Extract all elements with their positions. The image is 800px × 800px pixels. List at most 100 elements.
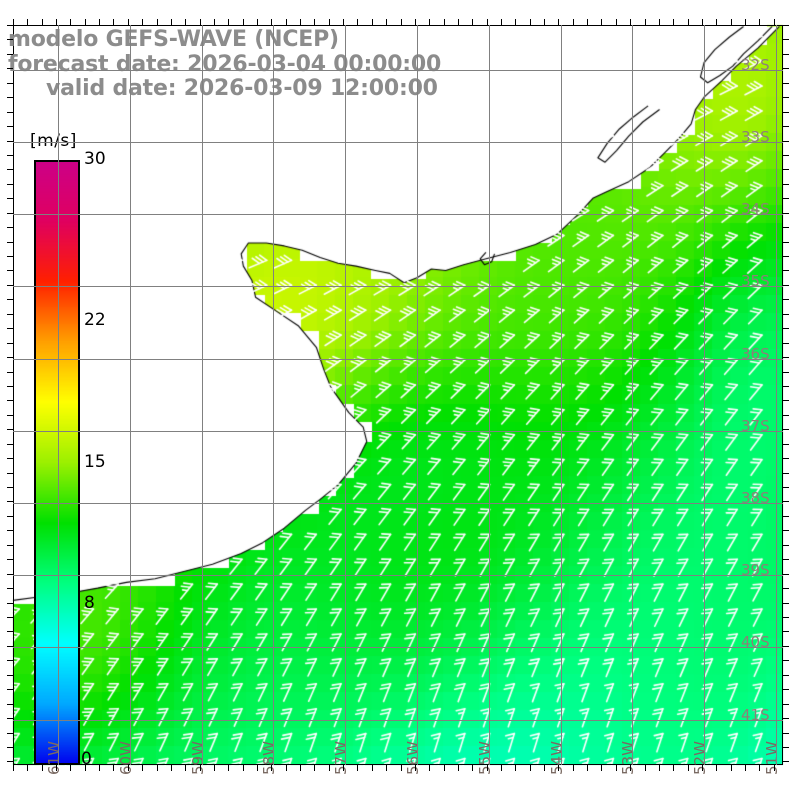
axis-tick-bottom	[645, 765, 646, 771]
axis-tick-right	[783, 328, 789, 329]
axis-tick-bottom	[42, 765, 43, 771]
axis-tick-right	[783, 400, 789, 401]
axis-tick-right	[783, 372, 789, 373]
axis-tick-bottom	[601, 765, 602, 771]
lon-label-53W: 53W	[619, 741, 638, 775]
axis-tick-bottom	[357, 765, 358, 771]
axis-tick-right	[783, 415, 789, 416]
colorbar-gradient	[34, 160, 80, 765]
axis-tick-bottom	[85, 765, 86, 771]
axis-tick-bottom	[228, 765, 229, 771]
gridline-horizontal	[13, 575, 783, 576]
axis-tick-right	[783, 169, 789, 170]
axis-tick-left	[7, 39, 13, 40]
axis-tick-bottom	[702, 765, 703, 771]
axis-tick-left	[7, 559, 13, 560]
axis-tick-bottom	[271, 765, 272, 771]
colorbar-tick-0: 0	[81, 749, 92, 769]
axis-tick-top	[415, 19, 416, 25]
axis-tick-left	[7, 328, 13, 329]
axis-tick-left	[7, 83, 13, 84]
lon-label-58W: 58W	[260, 741, 279, 775]
gridline-vertical	[632, 25, 633, 765]
axis-tick-bottom	[70, 765, 71, 771]
axis-tick-top	[487, 19, 488, 25]
axis-tick-top	[42, 19, 43, 25]
axis-tick-right	[783, 530, 789, 531]
axis-tick-right	[783, 747, 789, 748]
axis-tick-left	[7, 617, 13, 618]
colorbar-tick-8: 8	[84, 592, 95, 613]
axis-tick-top	[645, 19, 646, 25]
axis-tick-top	[630, 19, 631, 25]
lat-label-32S: 32S	[741, 55, 770, 74]
axis-tick-left	[7, 25, 13, 26]
axis-tick-top	[429, 19, 430, 25]
axis-tick-left	[7, 530, 13, 531]
axis-tick-left	[7, 155, 13, 156]
axis-tick-top	[99, 19, 100, 25]
axis-tick-bottom	[200, 765, 201, 771]
axis-tick-right	[783, 39, 789, 40]
lon-label-59W: 59W	[188, 741, 207, 775]
axis-tick-left	[7, 487, 13, 488]
axis-tick-right	[783, 761, 789, 762]
gridline-horizontal	[13, 286, 783, 287]
lon-label-60W: 60W	[116, 741, 135, 775]
axis-tick-left	[7, 68, 13, 69]
lat-label-41S: 41S	[741, 705, 770, 724]
axis-tick-bottom	[128, 765, 129, 771]
axis-tick-top	[185, 19, 186, 25]
gridline-vertical	[561, 25, 562, 765]
axis-tick-top	[688, 19, 689, 25]
model-title: modelo GEFS-WAVE (NCEP)	[8, 27, 339, 52]
axis-tick-right	[783, 631, 789, 632]
axis-tick-bottom	[731, 765, 732, 771]
axis-tick-left	[7, 473, 13, 474]
axis-tick-bottom	[171, 765, 172, 771]
axis-tick-bottom	[13, 765, 14, 771]
axis-tick-bottom	[487, 765, 488, 771]
axis-tick-bottom	[185, 765, 186, 771]
axis-tick-left	[7, 574, 13, 575]
figure-title-block: modelo GEFS-WAVE (NCEP) forecast date: 2…	[0, 27, 520, 102]
axis-tick-top	[228, 19, 229, 25]
axis-tick-bottom	[673, 765, 674, 771]
axis-tick-right	[783, 25, 789, 26]
axis-tick-bottom	[774, 765, 775, 771]
axis-tick-right	[783, 343, 789, 344]
axis-tick-top	[243, 19, 244, 25]
axis-tick-left	[7, 444, 13, 445]
axis-tick-top	[702, 19, 703, 25]
axis-tick-left	[7, 631, 13, 632]
axis-tick-top	[372, 19, 373, 25]
axis-tick-right	[783, 83, 789, 84]
axis-tick-top	[357, 19, 358, 25]
axis-tick-bottom	[56, 765, 57, 771]
gridline-horizontal	[13, 503, 783, 504]
axis-tick-left	[7, 141, 13, 142]
axis-tick-left	[7, 198, 13, 199]
axis-tick-bottom	[688, 765, 689, 771]
axis-tick-top	[343, 19, 344, 25]
gridline-horizontal	[13, 142, 783, 143]
axis-tick-right	[783, 285, 789, 286]
axis-tick-right	[783, 588, 789, 589]
axis-tick-top	[171, 19, 172, 25]
gridline-horizontal	[13, 431, 783, 432]
axis-tick-top	[157, 19, 158, 25]
axis-tick-left	[7, 242, 13, 243]
lat-label-40S: 40S	[741, 633, 770, 652]
axis-tick-bottom	[300, 765, 301, 771]
lon-label-52W: 52W	[691, 741, 710, 775]
axis-tick-left	[7, 545, 13, 546]
axis-tick-top	[530, 19, 531, 25]
gridline-horizontal	[13, 720, 783, 721]
axis-tick-bottom	[745, 765, 746, 771]
axis-tick-bottom	[544, 765, 545, 771]
axis-tick-right	[783, 646, 789, 647]
axis-tick-left	[7, 501, 13, 502]
axis-tick-right	[783, 112, 789, 113]
gridline-horizontal	[13, 359, 783, 360]
axis-tick-right	[783, 559, 789, 560]
